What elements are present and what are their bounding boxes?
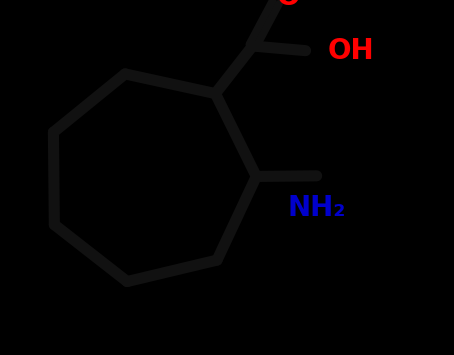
Text: OH: OH	[328, 37, 374, 65]
Text: NH₂: NH₂	[287, 194, 346, 222]
Text: O: O	[276, 0, 300, 11]
